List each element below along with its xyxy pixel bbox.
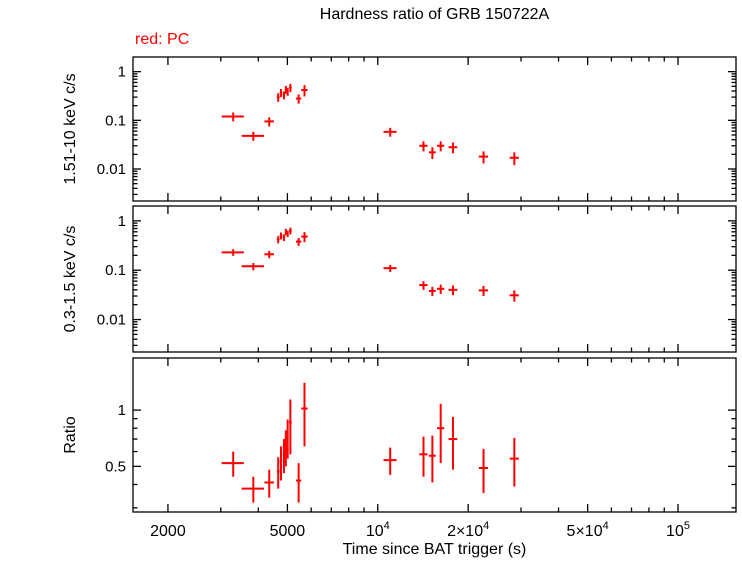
panel-ratio: 10.5 [105,357,737,513]
y-tick-labels: 10.5 [105,402,126,475]
panel-hard-band: 1 0.1 0.01 [97,56,737,202]
y-tick-label: 0.1 [105,262,126,279]
y-tick-labels: 1 0.1 0.01 [97,213,126,329]
y-tick-label: 0.01 [97,161,126,178]
panel-ticks [133,206,736,352]
panel-soft-band: 1 0.1 0.01 [97,205,737,353]
panel-ticks [133,57,736,201]
x-tick-label: 105 [666,520,690,540]
y-tick-label: 0.01 [97,312,126,329]
panel-frame [132,56,737,202]
data-points [221,227,519,302]
chart-title: Hardness ratio of GRB 150722A [319,6,550,23]
y-tick-label: 0.5 [105,458,126,475]
panel-frame [132,205,737,353]
x-tick-label: 5×104 [567,520,609,540]
panel-ticks [133,358,736,512]
x-tick-label: 2×104 [447,520,489,540]
y-tick-label: 1 [118,64,126,81]
data-points [221,83,519,166]
y-tick-label: 1 [118,213,126,230]
x-tick-label: 104 [366,520,390,540]
data-points [221,382,519,503]
x-tick-label: 5000 [270,523,306,540]
y-tick-label: 0.1 [105,112,126,129]
x-tick-labels: 2000 5000 104 2×104 5×104 105 [150,520,690,540]
x-tick-label: 2000 [150,523,186,540]
y-tick-label: 1 [118,402,126,419]
panel-frame [132,357,737,513]
legend-mode-pc: red: PC [135,31,190,48]
y-tick-labels: 1 0.1 0.01 [97,64,126,178]
x-axis-label: Time since BAT trigger (s) [342,541,527,558]
